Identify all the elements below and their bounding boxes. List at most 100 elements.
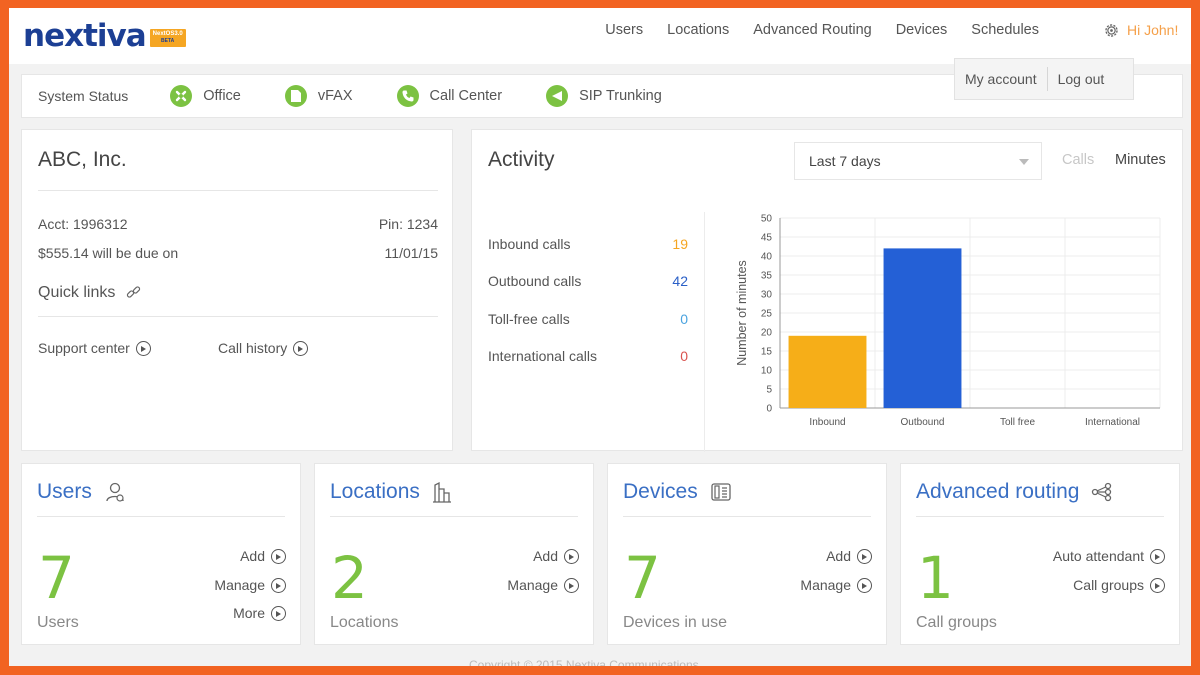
support-center-link[interactable]: Support center	[38, 340, 151, 356]
x-tick-label: Inbound	[809, 417, 845, 428]
locations-card: Locations 2 Locations Add Manage	[314, 463, 594, 645]
office-icon	[170, 85, 193, 107]
status-sip-trunking[interactable]: SIP Trunking	[546, 85, 662, 107]
users-count: 7	[38, 544, 75, 612]
users-card-title[interactable]: Users	[37, 480, 126, 504]
call-groups-link[interactable]: Call groups	[1073, 577, 1165, 593]
devices-card: Devices 7 Devices in use Add Manage	[607, 463, 887, 645]
dropdown-divider	[1046, 67, 1048, 91]
company-name: ABC, Inc.	[38, 148, 127, 171]
locations-manage-link[interactable]: Manage	[507, 577, 579, 593]
arrow-circle-icon	[564, 577, 579, 593]
x-tick-label: Toll free	[1000, 417, 1035, 428]
nav-advanced-routing[interactable]: Advanced Routing	[753, 22, 872, 38]
activity-panel: Activity Last 7 days Calls Minutes Inbou…	[471, 129, 1183, 452]
toggle-calls[interactable]: Calls	[1062, 152, 1095, 168]
activity-title: Activity	[488, 148, 555, 171]
stat-value: 42	[672, 273, 688, 289]
action-label: Add	[240, 548, 265, 564]
date-range-value: Last 7 days	[809, 153, 881, 169]
stat-label: Toll-free calls	[488, 311, 570, 327]
gear-icon[interactable]	[1103, 22, 1120, 39]
users-card: Users 7 Users Add Manage More	[21, 463, 301, 645]
nav-users[interactable]: Users	[605, 22, 644, 38]
date-range-select[interactable]: Last 7 days	[794, 142, 1042, 180]
action-label: Manage	[507, 577, 558, 593]
arrow-circle-icon	[271, 605, 286, 621]
card-title-text: Locations	[330, 480, 420, 503]
call-history-link[interactable]: Call history	[218, 340, 309, 356]
locations-count-label: Locations	[330, 614, 399, 631]
stat-international: International calls 0	[488, 348, 688, 364]
nav-devices[interactable]: Devices	[895, 22, 948, 38]
arrow-circle-icon	[1150, 577, 1165, 593]
arrow-circle-icon	[293, 340, 309, 356]
due-date: 11/01/15	[384, 245, 438, 261]
nav-schedules[interactable]: Schedules	[971, 22, 1039, 38]
action-label: Call groups	[1073, 577, 1144, 593]
devices-add-link[interactable]: Add	[826, 548, 872, 564]
stat-outbound: Outbound calls 42	[488, 273, 688, 289]
status-vfax[interactable]: vFAX	[284, 85, 353, 107]
logo-version-badge: NextOS3.0 BETA	[149, 29, 186, 47]
divider	[38, 316, 438, 317]
support-center-label: Support center	[38, 340, 130, 356]
nav-locations[interactable]: Locations	[667, 22, 730, 38]
arrow-circle-icon	[135, 340, 151, 356]
arrow-circle-icon	[857, 577, 872, 593]
arrow-circle-icon	[271, 548, 286, 564]
logo-text: nextiva	[23, 18, 147, 54]
nextiva-logo[interactable]: nextiva NextOS3.0 BETA	[23, 16, 186, 56]
logo-badge-text: NextOS3.0	[152, 31, 183, 37]
top-nav-bar: nextiva NextOS3.0 BETA Users Locations Ad…	[9, 8, 1191, 64]
status-call-center[interactable]: Call Center	[396, 85, 502, 107]
divider	[704, 212, 705, 452]
quick-links-heading: Quick links	[38, 284, 143, 302]
call-groups-count-label: Call groups	[916, 614, 997, 631]
locations-card-title[interactable]: Locations	[330, 480, 452, 504]
devices-manage-link[interactable]: Manage	[800, 577, 872, 593]
divider	[330, 516, 578, 517]
stat-label: Inbound calls	[488, 236, 571, 252]
y-tick-label: 20	[761, 328, 773, 339]
call-groups-count: 1	[917, 544, 954, 612]
account-number: Acct: 1996312	[38, 216, 128, 232]
device-icon	[710, 482, 732, 502]
status-vfax-label: vFAX	[317, 88, 353, 104]
users-add-link[interactable]: Add	[240, 548, 286, 564]
fax-icon	[284, 85, 307, 107]
y-tick-label: 45	[761, 233, 773, 244]
card-title-text: Devices	[623, 480, 698, 503]
log-out-link[interactable]: Log out	[1057, 71, 1105, 87]
auto-attendant-link[interactable]: Auto attendant	[1053, 548, 1165, 564]
users-more-link[interactable]: More	[233, 605, 286, 621]
call-history-label: Call history	[218, 340, 288, 356]
advanced-routing-card: Advanced routing 1 Call groups Auto atte…	[900, 463, 1180, 645]
sip-icon	[546, 85, 569, 107]
arrow-circle-icon	[1150, 548, 1165, 564]
my-account-link[interactable]: My account	[965, 71, 1037, 87]
status-office-label: Office	[203, 88, 241, 104]
devices-count: 7	[624, 544, 661, 612]
main-nav: Users Locations Advanced Routing Devices…	[593, 20, 1051, 40]
status-office[interactable]: Office	[170, 85, 241, 107]
toggle-minutes[interactable]: Minutes	[1115, 152, 1166, 168]
arrow-circle-icon	[857, 548, 872, 564]
y-tick-label: 30	[761, 290, 773, 301]
action-label: Auto attendant	[1052, 548, 1144, 564]
user-greeting[interactable]: Hi John!	[1127, 22, 1179, 38]
y-tick-label: 50	[761, 214, 773, 225]
locations-count: 2	[331, 544, 368, 612]
stat-inbound: Inbound calls 19	[488, 236, 688, 252]
users-count-label: Users	[37, 614, 79, 631]
devices-card-title[interactable]: Devices	[623, 480, 732, 504]
advanced-routing-card-title[interactable]: Advanced routing	[916, 480, 1113, 504]
bar-outbound	[883, 248, 962, 408]
divider	[38, 190, 438, 191]
locations-add-link[interactable]: Add	[533, 548, 579, 564]
bar-inbound	[788, 335, 867, 408]
arrow-circle-icon	[271, 577, 286, 593]
users-manage-link[interactable]: Manage	[214, 577, 286, 593]
stat-value: 0	[680, 348, 688, 364]
divider	[916, 516, 1164, 517]
